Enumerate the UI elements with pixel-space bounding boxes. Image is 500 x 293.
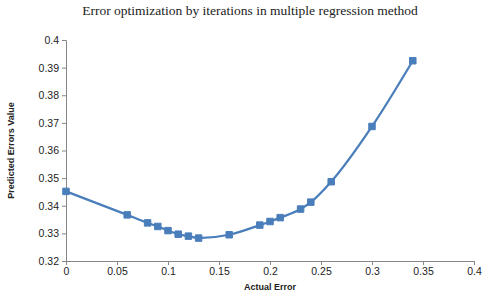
tick-label: 0.36	[39, 144, 60, 156]
tick-mark	[219, 261, 220, 265]
tick-label: 0.33	[39, 227, 60, 239]
tick-label: 0.35	[413, 265, 434, 277]
tick: 0.37	[39, 117, 66, 129]
tick-label: 0.15	[209, 265, 230, 277]
marker	[175, 231, 181, 237]
y-axis-title: Predicted Errors Value	[6, 102, 16, 199]
tick: 0.25	[311, 261, 332, 277]
tick: 0.4	[44, 34, 66, 46]
tick-mark	[62, 95, 66, 96]
marker	[297, 206, 303, 212]
tick-mark	[117, 261, 118, 265]
tick-mark	[62, 151, 66, 152]
tick: 0.1	[161, 261, 176, 277]
marker	[195, 235, 201, 241]
tick-mark	[62, 178, 66, 179]
tick: 0	[64, 261, 70, 277]
tick-mark	[62, 68, 66, 69]
tick: 0.35	[413, 261, 434, 277]
tick-mark	[62, 123, 66, 124]
marker	[267, 218, 273, 224]
tick-label: 0.39	[39, 61, 60, 73]
tick: 0.39	[39, 61, 66, 73]
tick: 0.05	[107, 261, 128, 277]
marker	[257, 222, 263, 228]
tick-label: 0.4	[44, 34, 59, 46]
tick: 0.2	[263, 261, 278, 277]
x-axis-title: Actual Error	[244, 282, 297, 292]
marker	[410, 57, 416, 63]
tick-label: 0.32	[39, 255, 60, 267]
tick-label: 0	[64, 265, 70, 277]
tick-label: 0.25	[311, 265, 332, 277]
tick: 0.4	[467, 261, 482, 277]
marker	[144, 220, 150, 226]
tick: 0.36	[39, 144, 66, 156]
tick-label: 0.3	[365, 265, 380, 277]
tick-mark	[474, 261, 475, 265]
tick-mark	[372, 261, 373, 265]
series	[63, 57, 416, 241]
tick: 0.32	[39, 255, 66, 267]
tick-mark	[270, 261, 271, 265]
tick: 0.35	[39, 172, 66, 184]
line	[66, 61, 413, 238]
tick: 0.38	[39, 89, 66, 101]
tick-mark	[62, 40, 66, 41]
tick-label: 0.38	[39, 89, 60, 101]
tick: 0.34	[39, 200, 66, 212]
plot: 00.050.10.150.20.250.30.350.40.320.330.3…	[39, 34, 482, 278]
tick-label: 0.1	[161, 265, 176, 277]
tick-label: 0.05	[107, 265, 128, 277]
chart: Error optimization by iterations in mult…	[0, 0, 500, 293]
marker	[63, 188, 69, 194]
tick-mark	[62, 233, 66, 234]
tick-label: 0.34	[39, 200, 60, 212]
axis-line	[62, 41, 67, 262]
marker	[328, 178, 334, 184]
tick-mark	[423, 261, 424, 265]
tick: 0.33	[39, 227, 66, 239]
tick-mark	[62, 261, 66, 262]
marker	[308, 199, 314, 205]
tick-mark	[62, 206, 66, 207]
marker	[369, 123, 375, 129]
marker	[185, 233, 191, 239]
marker	[155, 223, 161, 229]
marker	[124, 212, 130, 218]
marker	[277, 214, 283, 220]
y-axis: 0.32 0.33 0.34 0.35 0.36 0.37 0.38 0.39 0.4	[39, 34, 67, 267]
tick-label: 0.4	[467, 265, 482, 277]
marker	[226, 232, 232, 238]
tick: 0.15	[209, 261, 230, 277]
tick: 0.3	[365, 261, 380, 277]
tick-label: 0.37	[39, 117, 60, 129]
x-axis: 0 0.05 0.1 0.15 0.2 0.25 0.3 0.35 0.4	[64, 261, 482, 277]
tick-label: 0.35	[39, 172, 60, 184]
tick-mark	[321, 261, 322, 265]
tick-label: 0.2	[263, 265, 278, 277]
marker	[165, 227, 171, 233]
tick-mark	[168, 261, 169, 265]
title: Error optimization by iterations in mult…	[82, 3, 418, 18]
